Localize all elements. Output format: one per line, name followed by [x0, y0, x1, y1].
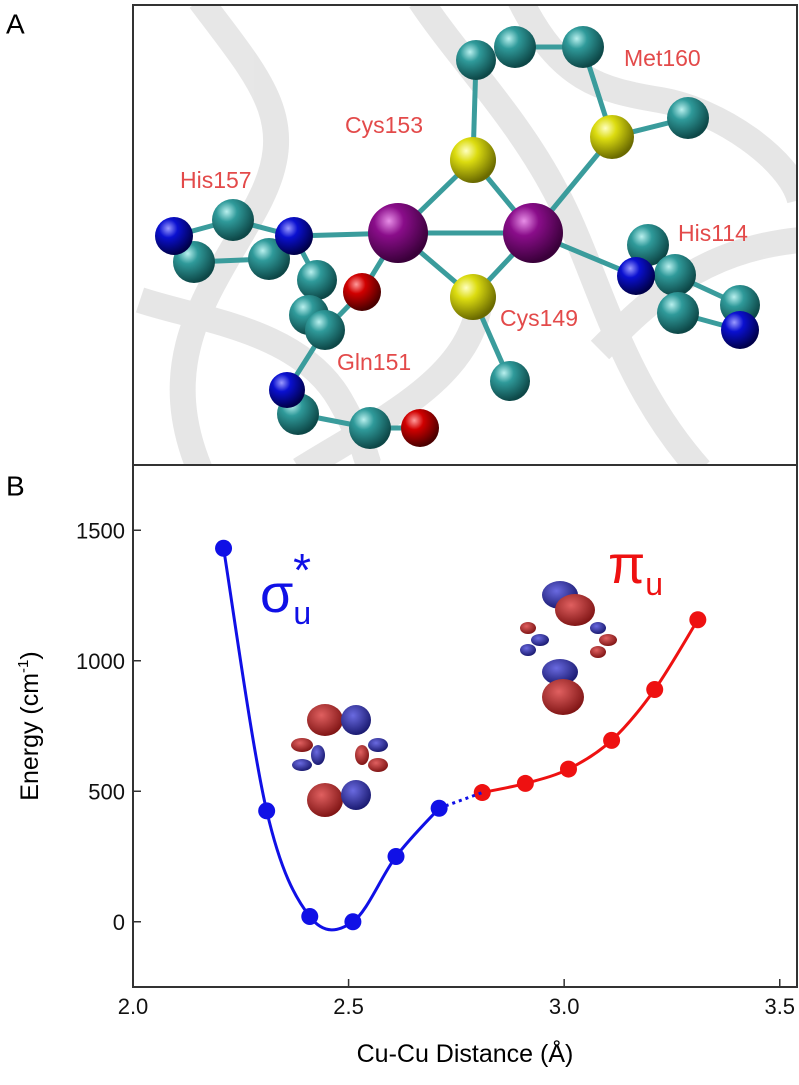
annotation-sup: * [293, 544, 311, 596]
annotation-symbol: π [608, 535, 645, 595]
y-axis-title-part: Energy (cm [16, 673, 44, 801]
data-point [473, 784, 491, 802]
connector [438, 791, 483, 810]
series-line [222, 548, 441, 932]
residue-label: His157 [180, 167, 252, 193]
y-tick-label: 1000 [76, 649, 125, 674]
data-point [689, 611, 707, 629]
data-point [387, 848, 405, 865]
x-tick-label: 2.5 [333, 994, 364, 1019]
plot-frame [132, 464, 798, 988]
orbital-pi [520, 581, 617, 715]
y-axis-title-part: -1 [15, 660, 32, 673]
structure-render: Met160 Cys153 His157 His114 Cys149 Gln15… [134, 6, 796, 464]
data-point [215, 539, 233, 557]
data-point [258, 802, 276, 820]
panel-label: A [6, 8, 25, 39]
annotation: πu [608, 535, 663, 602]
annotation-symbol: σ [260, 564, 293, 624]
y-tick-label: 0 [113, 910, 125, 935]
data-point [559, 760, 577, 778]
residue-label: Met160 [624, 45, 701, 71]
data-point [301, 908, 319, 926]
y-axis-title-part: ) [16, 651, 44, 659]
x-tick-label: 3.5 [764, 994, 795, 1019]
residue-label: Cys153 [345, 112, 423, 138]
annotation-sub: u [293, 595, 311, 631]
x-tick-label: 2.0 [118, 994, 149, 1019]
x-tick-label: 3.0 [549, 994, 580, 1019]
data-point [516, 774, 534, 792]
panel-label: B [6, 470, 25, 501]
data-point [646, 680, 664, 698]
orbital-sigma [291, 704, 388, 817]
data-point [344, 913, 362, 931]
residue-label: Gln151 [337, 349, 411, 375]
residue-label: Cys149 [500, 305, 578, 331]
y-tick-label: 500 [88, 779, 125, 804]
residue-label: His114 [678, 220, 748, 246]
annotation-sub: u [645, 566, 663, 602]
series-line [481, 618, 700, 795]
annotation: σu* [260, 544, 311, 631]
y-tick-label: 1500 [76, 518, 125, 543]
y-axis-title: Energy (cm-1) [15, 651, 44, 800]
x-axis-title: Cu-Cu Distance (Å) [357, 1038, 574, 1068]
data-point [603, 731, 621, 749]
